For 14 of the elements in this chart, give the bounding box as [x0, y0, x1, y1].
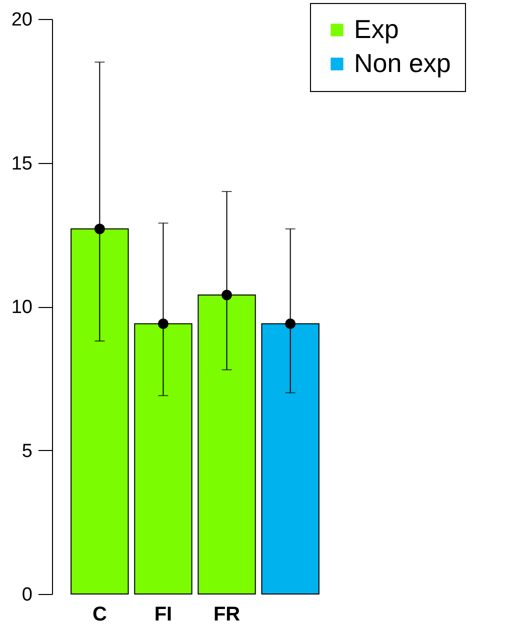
y-tick-label: 20 [11, 10, 32, 30]
legend-label: Exp [354, 14, 399, 44]
y-tick-label: 0 [22, 584, 32, 606]
point [158, 318, 168, 329]
point [222, 290, 232, 300]
y-tick-label: 15 [11, 153, 32, 174]
x-tick-label: FI [154, 604, 172, 626]
point [94, 224, 105, 234]
x-tick-label: FR [213, 604, 241, 626]
y-tick-label: 5 [22, 440, 32, 462]
x-tick-label: C [92, 604, 107, 626]
point [285, 318, 296, 329]
legend-label: Non exp [354, 48, 451, 78]
y-tick-label: 10 [11, 297, 32, 318]
